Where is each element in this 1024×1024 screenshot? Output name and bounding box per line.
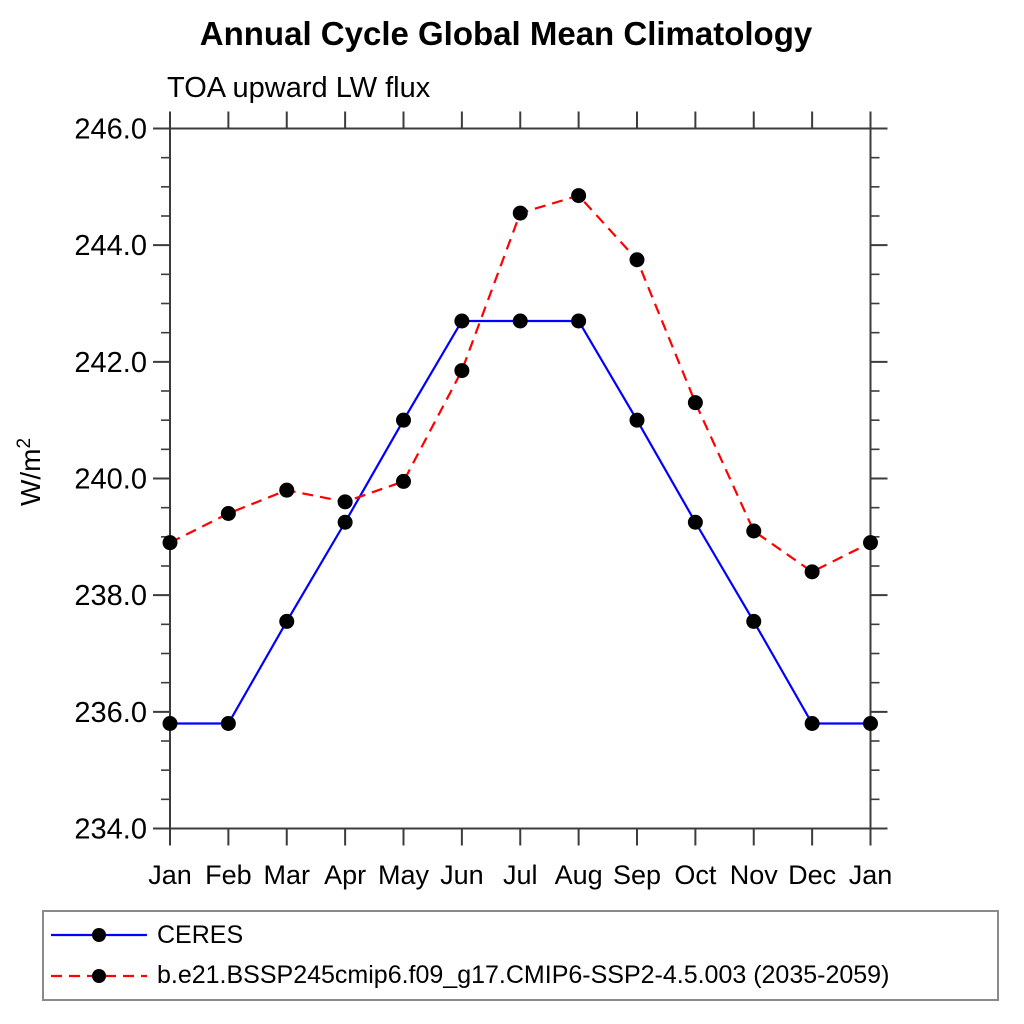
data-point-marker xyxy=(396,412,411,428)
x-tick-label: Jan xyxy=(849,860,893,890)
legend: CERES b.e21.BSSP245cmip6.f09_g17.CMIP6-S… xyxy=(42,910,999,1001)
data-point-marker xyxy=(804,716,820,731)
data-point-marker xyxy=(687,395,703,411)
y-tick-label: 240.0 xyxy=(74,464,147,496)
data-point-marker xyxy=(804,564,820,580)
data-point-marker xyxy=(454,313,470,329)
x-tick-label: Nov xyxy=(730,860,779,890)
data-point-marker xyxy=(279,482,295,498)
x-tick-label: Mar xyxy=(264,860,311,890)
data-point-marker xyxy=(571,313,587,329)
data-point-marker xyxy=(220,716,236,731)
data-point-marker xyxy=(337,494,353,510)
x-tick-label: May xyxy=(378,860,430,890)
series-markers-model xyxy=(162,188,878,580)
data-point-marker xyxy=(220,506,236,521)
series-model xyxy=(169,194,871,574)
y-axis-title: W/m2 xyxy=(14,438,46,506)
data-point-marker xyxy=(863,716,878,731)
y-tick-label: 244.0 xyxy=(74,230,147,262)
data-point-marker xyxy=(629,412,645,428)
data-point-marker xyxy=(746,523,762,539)
data-point-marker xyxy=(279,613,295,629)
x-tick-label: Aug xyxy=(555,860,603,890)
legend-marker-ceres xyxy=(92,928,106,943)
series-line-ceres xyxy=(170,319,871,725)
x-tick-label: Feb xyxy=(205,860,252,890)
legend-swatch-model xyxy=(51,968,147,983)
x-tick-labels: Jan Feb Mar Apr May Jun Jul Aug Sep Oct Nov Dec Jan xyxy=(148,860,892,890)
y-tick-label: 246.0 xyxy=(74,114,147,146)
x-tick-label: Sep xyxy=(613,860,661,890)
legend-label-model: b.e21.BSSP245cmip6.f09_g17.CMIP6-SSP2-4.… xyxy=(157,961,890,990)
series-line-model xyxy=(169,194,871,574)
plot-area: 234.0 236.0 238.0 240.0 242.0 244.0 246.0 Jan Fe… xyxy=(14,111,892,890)
series-markers-ceres xyxy=(162,313,878,731)
legend-label-ceres: CERES xyxy=(157,920,244,949)
x-tick-label: Dec xyxy=(788,860,836,890)
data-point-marker xyxy=(512,313,528,329)
data-point-marker xyxy=(162,535,178,551)
y-tick-labels: 234.0 236.0 238.0 240.0 242.0 244.0 246.0 xyxy=(74,114,147,846)
data-point-marker xyxy=(746,613,762,629)
data-point-marker xyxy=(687,514,703,530)
series-ceres xyxy=(170,319,871,725)
x-tick-label: Apr xyxy=(324,860,366,890)
x-tick-label: Jul xyxy=(503,860,538,890)
y-tick-label: 238.0 xyxy=(74,580,147,612)
data-point-marker xyxy=(337,514,353,530)
data-point-marker xyxy=(863,535,878,551)
data-point-marker xyxy=(571,188,587,204)
legend-marker-model xyxy=(92,968,106,983)
legend-item-ceres: CERES xyxy=(48,915,993,955)
axes xyxy=(153,111,888,846)
legend-swatch-ceres xyxy=(51,928,147,943)
chart-subtitle: TOA upward LW flux xyxy=(167,72,431,104)
legend-item-model: b.e21.BSSP245cmip6.f09_g17.CMIP6-SSP2-4.… xyxy=(48,956,993,996)
data-point-marker xyxy=(396,473,411,489)
chart-title: Annual Cycle Global Mean Climatology xyxy=(199,15,813,52)
data-point-marker xyxy=(454,363,470,379)
x-tick-label: Jun xyxy=(440,860,484,890)
x-tick-label: Oct xyxy=(674,860,717,890)
y-tick-label: 236.0 xyxy=(74,697,147,729)
data-point-marker xyxy=(629,252,645,268)
data-point-marker xyxy=(162,716,178,731)
x-tick-label: Jan xyxy=(148,860,192,890)
y-tick-label: 242.0 xyxy=(74,347,147,379)
data-point-marker xyxy=(512,205,528,221)
y-tick-label: 234.0 xyxy=(74,814,147,846)
